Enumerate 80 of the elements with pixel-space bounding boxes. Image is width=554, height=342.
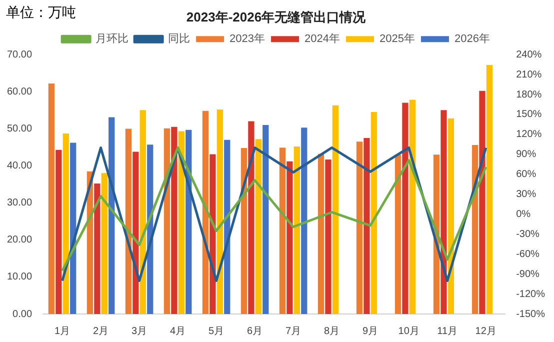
x-tick-label: 2月 — [93, 326, 109, 337]
bar — [216, 109, 223, 314]
x-tick-label: 5月 — [208, 326, 224, 337]
x-tick-label: 11月 — [437, 326, 458, 337]
bar — [94, 184, 100, 314]
bar — [108, 117, 115, 314]
bar — [370, 112, 377, 314]
bar — [140, 110, 146, 314]
bar — [255, 139, 262, 314]
bar — [325, 159, 332, 314]
legend-label: 2024年 — [304, 33, 340, 46]
bar — [294, 146, 300, 314]
x-tick-label: 9月 — [362, 326, 378, 337]
y2-tick-label: -90% — [516, 268, 540, 280]
bar — [171, 126, 178, 314]
bar — [394, 154, 402, 314]
legend-label: 2023年 — [230, 33, 266, 46]
bar — [448, 118, 454, 314]
bar — [364, 138, 370, 314]
y2-tick-label: -150% — [516, 308, 546, 320]
bar — [56, 150, 62, 314]
bar — [125, 128, 132, 314]
y-tick-label: 10.00 — [6, 272, 32, 283]
y2-tick-label: 120% — [516, 129, 542, 140]
y-tick-label: 0.00 — [12, 308, 32, 320]
y2-tick-label: 240% — [516, 49, 542, 60]
y2-tick-label: -30% — [516, 228, 540, 240]
x-tick-label: 8月 — [324, 326, 340, 337]
x-tick-label: 3月 — [132, 326, 148, 337]
text: 单位：万吨 — [6, 4, 76, 20]
y-tick-label: 20.00 — [6, 234, 32, 246]
legend-label: 2025年 — [380, 33, 415, 46]
y2-tick-label: 210% — [516, 69, 542, 80]
bar — [262, 125, 269, 314]
bar — [479, 90, 486, 314]
bar — [318, 154, 324, 314]
legend-label: 月环比 — [96, 32, 129, 46]
bar — [486, 64, 493, 314]
bar — [279, 148, 286, 314]
x-tick-label: 10月 — [398, 326, 420, 337]
y2-tick-label: -120% — [516, 288, 546, 300]
bar — [101, 173, 108, 314]
y2-tick-label: 150% — [516, 109, 542, 120]
bar — [186, 130, 192, 314]
y-tick-label: 30.00 — [6, 198, 32, 209]
y2-tick-label: 30% — [516, 189, 536, 200]
bar — [409, 100, 416, 314]
x-tick-label: 6月 — [247, 326, 263, 337]
y-tick-label: 60.00 — [6, 86, 32, 98]
bar — [240, 148, 248, 314]
y2-tick-label: 0% — [516, 208, 531, 220]
bar — [202, 110, 209, 314]
bar — [48, 84, 55, 314]
y-tick-label: 70.00 — [6, 49, 32, 60]
bar — [70, 142, 76, 314]
bar — [224, 140, 230, 314]
y-tick-label: 40.00 — [6, 160, 32, 172]
bar — [356, 142, 363, 314]
x-tick-label: 12月 — [475, 326, 496, 337]
bar — [210, 154, 216, 314]
chart-title: 2023年-2026年无缝管出口情况 — [186, 9, 367, 24]
x-tick-label: 1月 — [54, 326, 70, 337]
bar — [132, 152, 139, 314]
x-tick-label: 7月 — [286, 326, 302, 337]
y2-tick-label: -60% — [516, 248, 540, 260]
bar — [440, 110, 447, 314]
y2-tick-label: 60% — [516, 169, 536, 180]
legend-label: 同比 — [168, 32, 190, 46]
y2-tick-label: 180% — [516, 89, 542, 100]
bar — [62, 134, 69, 314]
bar — [248, 121, 254, 314]
x-tick-label: 4月 — [170, 326, 186, 337]
bar — [178, 131, 184, 314]
y-tick-label: 50.00 — [6, 123, 32, 134]
bar — [301, 128, 308, 314]
bar — [402, 102, 408, 314]
y2-tick-label: 90% — [516, 149, 536, 160]
bar — [286, 161, 293, 314]
legend-label: 2026年 — [454, 33, 490, 46]
bar — [332, 105, 338, 314]
